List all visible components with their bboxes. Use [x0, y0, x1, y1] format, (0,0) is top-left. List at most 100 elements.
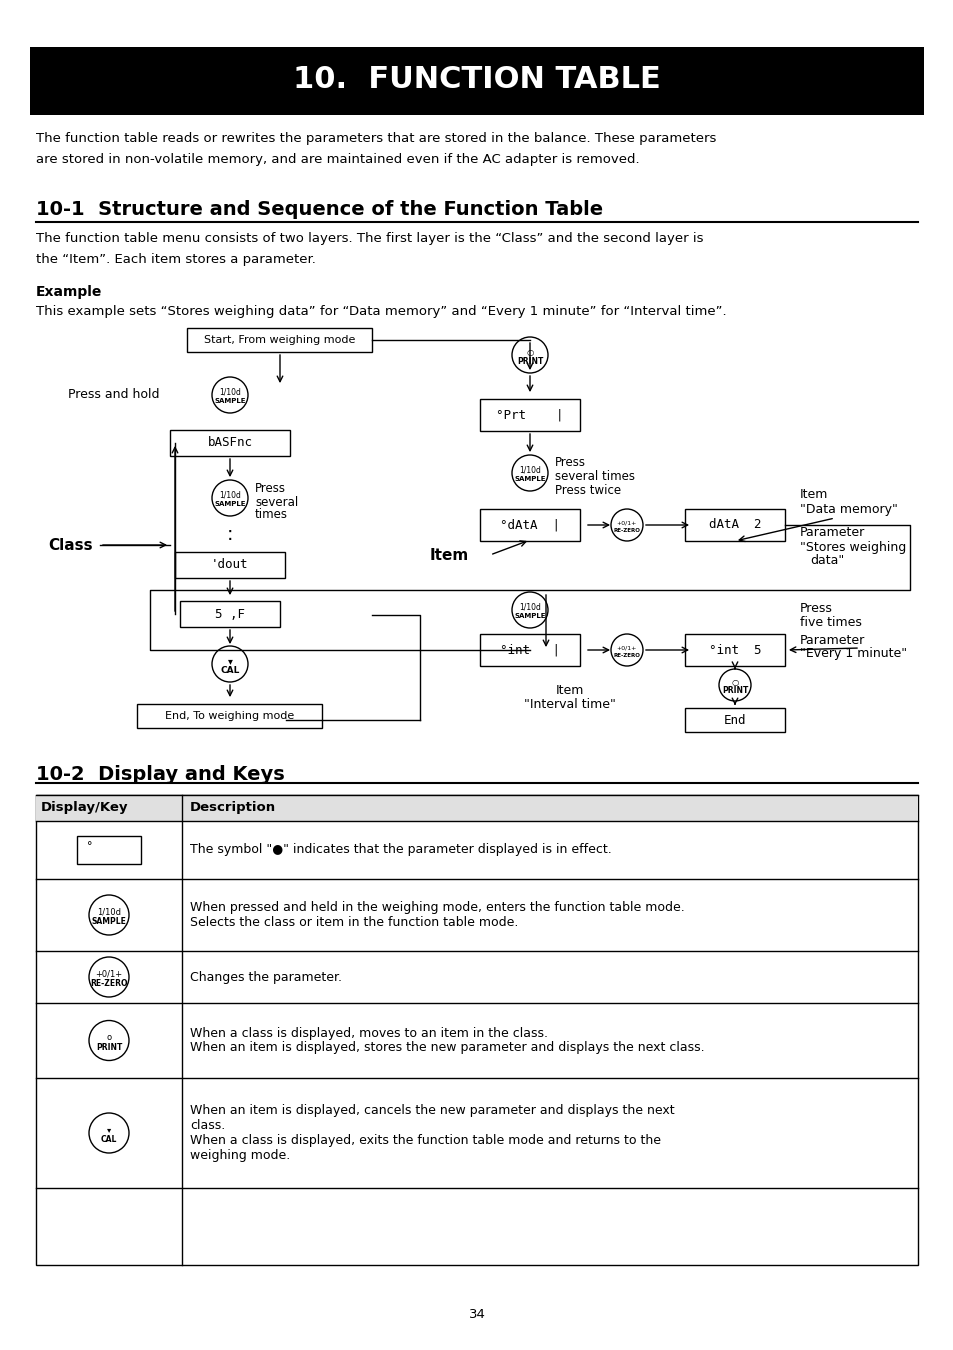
Text: SAMPLE: SAMPLE — [514, 613, 545, 620]
Text: Press twice: Press twice — [555, 483, 620, 497]
Text: RE-ZERO: RE-ZERO — [613, 653, 639, 657]
Text: 34: 34 — [468, 1308, 485, 1322]
Text: 10-2  Display and Keys: 10-2 Display and Keys — [36, 765, 284, 784]
Bar — [36, 795, 917, 821]
Text: Display/Key: Display/Key — [41, 802, 129, 814]
Text: Example: Example — [36, 285, 102, 298]
Circle shape — [212, 481, 248, 516]
Bar — [684, 634, 784, 666]
Text: "Interval time": "Interval time" — [523, 698, 616, 710]
Text: Item: Item — [800, 489, 827, 501]
Text: "Stores weighing: "Stores weighing — [800, 540, 905, 553]
Bar — [137, 703, 322, 728]
Bar — [180, 601, 280, 626]
Text: °int   |: °int | — [499, 644, 559, 656]
Text: When an item is displayed, stores the new parameter and displays the next class.: When an item is displayed, stores the ne… — [190, 1041, 704, 1054]
Circle shape — [512, 455, 547, 491]
Text: Class: Class — [48, 537, 92, 552]
Text: 'dout: 'dout — [211, 559, 249, 571]
Text: 1/10d: 1/10d — [518, 603, 540, 612]
Text: Parameter: Parameter — [800, 633, 864, 647]
Text: class.: class. — [190, 1119, 225, 1133]
Text: 1/10d: 1/10d — [219, 387, 241, 397]
Text: 1/10d: 1/10d — [518, 466, 540, 475]
Text: SAMPLE: SAMPLE — [214, 501, 246, 508]
Text: five times: five times — [800, 616, 861, 629]
Text: ▾: ▾ — [228, 656, 233, 667]
Text: PRINT: PRINT — [517, 356, 542, 366]
Text: SAMPLE: SAMPLE — [214, 398, 246, 404]
Text: bASFnc: bASFnc — [208, 436, 253, 450]
Text: 5 ,F: 5 ,F — [214, 608, 245, 621]
Text: weighing mode.: weighing mode. — [190, 1149, 290, 1162]
Text: Press: Press — [800, 602, 832, 614]
Text: RE-ZERO: RE-ZERO — [613, 528, 639, 533]
Bar — [684, 509, 784, 541]
Text: +0/1+: +0/1+ — [617, 520, 637, 525]
Circle shape — [89, 1112, 129, 1153]
Text: "Data memory": "Data memory" — [800, 504, 897, 517]
Text: Start, From weighing mode: Start, From weighing mode — [204, 335, 355, 346]
Text: Changes the parameter.: Changes the parameter. — [190, 971, 341, 984]
Circle shape — [610, 634, 642, 666]
Text: °Prt    |: °Prt | — [496, 409, 563, 421]
Circle shape — [212, 647, 248, 682]
Circle shape — [512, 338, 547, 373]
Text: ○: ○ — [731, 678, 738, 687]
Text: 10-1  Structure and Sequence of the Function Table: 10-1 Structure and Sequence of the Funct… — [36, 200, 602, 219]
Circle shape — [89, 895, 129, 936]
Circle shape — [89, 1021, 129, 1061]
Bar — [479, 634, 579, 666]
Text: PRINT: PRINT — [95, 1044, 122, 1052]
Text: Press: Press — [555, 455, 585, 468]
Circle shape — [512, 593, 547, 628]
Text: Parameter: Parameter — [800, 526, 864, 540]
Text: The function table reads or rewrites the parameters that are stored in the balan: The function table reads or rewrites the… — [36, 132, 716, 166]
Text: End: End — [723, 714, 745, 726]
Text: data": data" — [809, 554, 843, 567]
Circle shape — [719, 670, 750, 701]
Text: 10.  FUNCTION TABLE: 10. FUNCTION TABLE — [293, 65, 660, 93]
Text: The function table menu consists of two layers. The first layer is the “Class” a: The function table menu consists of two … — [36, 232, 702, 266]
Text: This example sets “Stores weighing data” for “Data memory” and “Every 1 minute” : This example sets “Stores weighing data”… — [36, 305, 726, 319]
Bar — [77, 836, 141, 864]
Text: times: times — [254, 509, 288, 521]
Text: SAMPLE: SAMPLE — [91, 918, 127, 926]
Text: 1/10d: 1/10d — [219, 491, 241, 500]
Text: When pressed and held in the weighing mode, enters the function table mode.: When pressed and held in the weighing mo… — [190, 900, 684, 914]
Text: Item: Item — [430, 548, 469, 563]
Text: °int  5: °int 5 — [708, 644, 760, 656]
Circle shape — [212, 377, 248, 413]
Bar — [479, 400, 579, 431]
Circle shape — [89, 957, 129, 998]
Bar — [36, 795, 917, 1265]
Text: 1/10d: 1/10d — [97, 907, 121, 917]
Text: Selects the class or item in the function table mode.: Selects the class or item in the functio… — [190, 917, 517, 929]
Text: CAL: CAL — [220, 666, 239, 675]
Text: When a class is displayed, moves to an item in the class.: When a class is displayed, moves to an i… — [190, 1026, 547, 1040]
Text: PRINT: PRINT — [721, 686, 747, 695]
Bar — [479, 509, 579, 541]
Text: Press and hold: Press and hold — [68, 389, 159, 401]
Text: +0/1+: +0/1+ — [95, 969, 122, 979]
Text: dAtA  2: dAtA 2 — [708, 518, 760, 532]
Bar — [174, 552, 285, 578]
Text: The symbol "●" indicates that the parameter displayed is in effect.: The symbol "●" indicates that the parame… — [190, 844, 611, 856]
Text: several: several — [254, 495, 298, 509]
Text: When an item is displayed, cancels the new parameter and displays the next: When an item is displayed, cancels the n… — [190, 1104, 674, 1116]
Text: "Every 1 minute": "Every 1 minute" — [800, 648, 906, 660]
Text: Item: Item — [556, 683, 583, 697]
FancyBboxPatch shape — [30, 47, 923, 115]
Text: End, To weighing mode: End, To weighing mode — [165, 711, 294, 721]
Text: ○: ○ — [526, 348, 533, 356]
Text: °: ° — [87, 841, 92, 850]
Text: CAL: CAL — [101, 1135, 117, 1145]
Bar — [170, 431, 290, 456]
Text: When a class is displayed, exits the function table mode and returns to the: When a class is displayed, exits the fun… — [190, 1134, 660, 1148]
Circle shape — [610, 509, 642, 541]
Bar — [188, 328, 372, 352]
Text: Description: Description — [190, 802, 275, 814]
Text: SAMPLE: SAMPLE — [514, 477, 545, 482]
Text: RE-ZERO: RE-ZERO — [91, 980, 128, 988]
Bar — [684, 707, 784, 732]
